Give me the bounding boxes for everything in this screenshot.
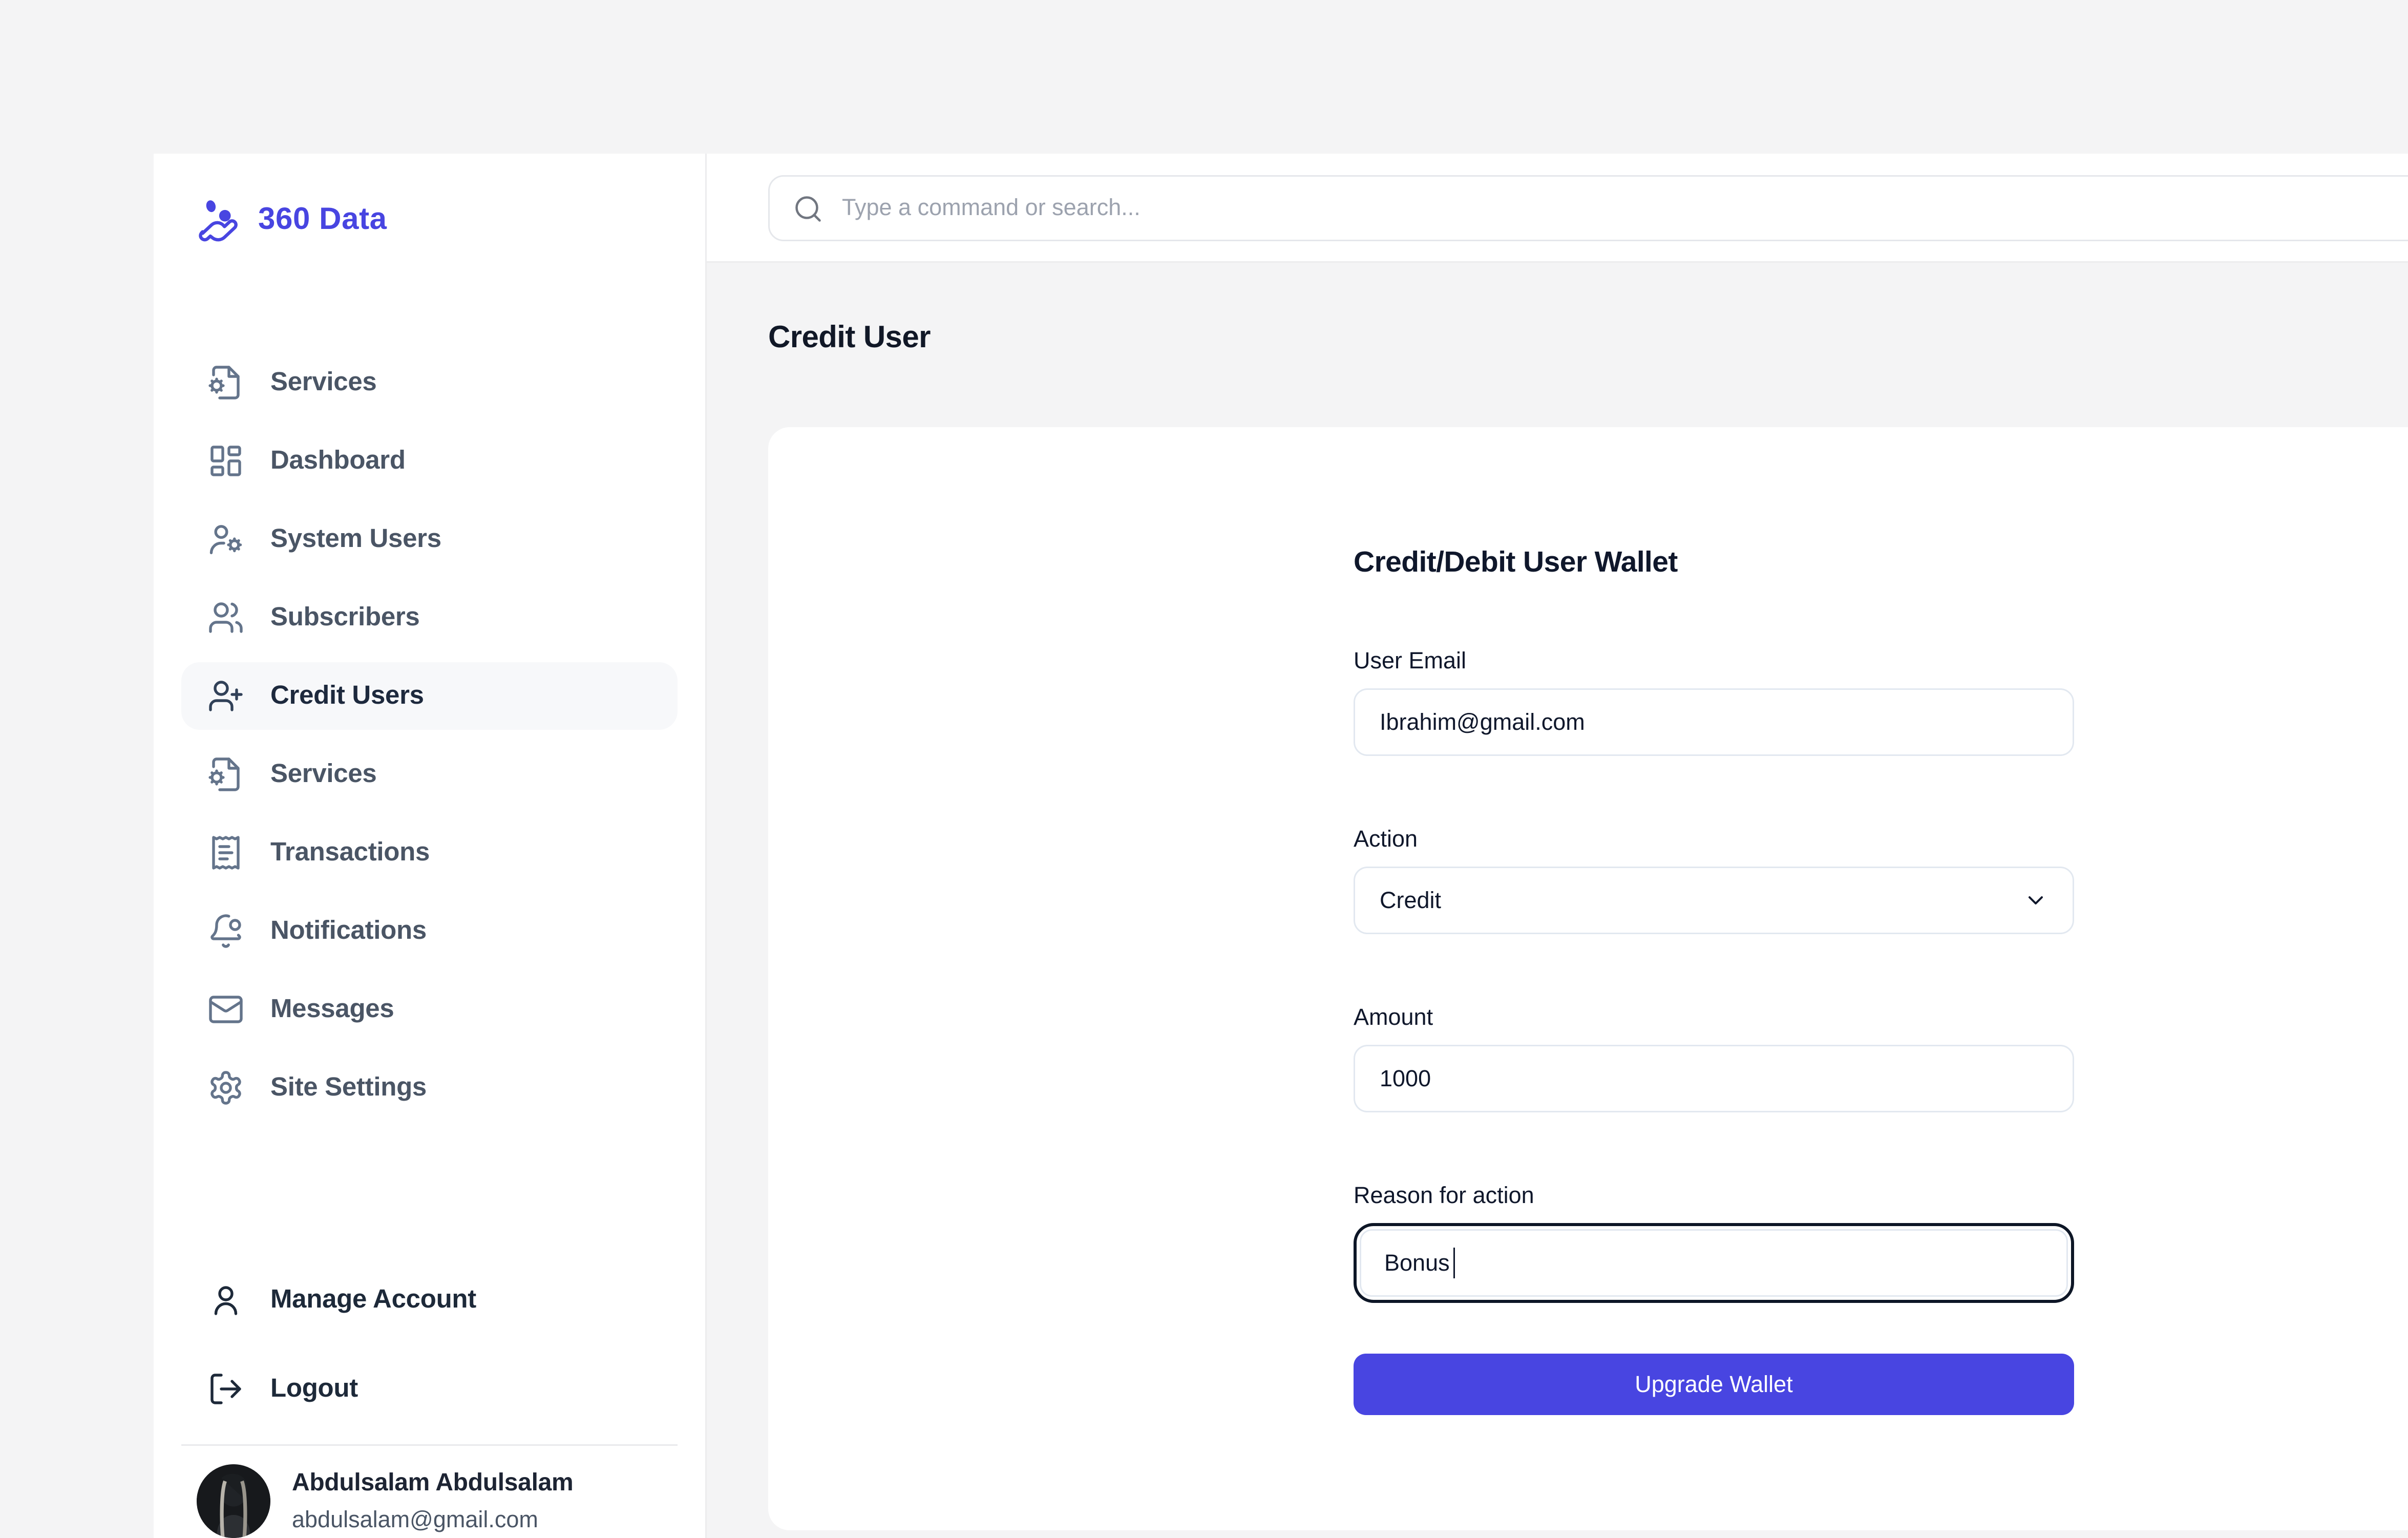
action-group: Action Credit (1354, 827, 2074, 934)
user-icon (207, 1281, 244, 1318)
avatar (197, 1464, 270, 1538)
sidebar-item-label: Manage Account (270, 1284, 476, 1314)
topbar (707, 154, 2408, 263)
amount-group: Amount (1354, 1005, 2074, 1112)
sidebar-item-subscribers[interactable]: Subscribers (181, 584, 678, 651)
action-select-value: Credit (1380, 887, 1442, 914)
action-select[interactable]: Credit (1354, 867, 2074, 934)
sidebar-divider (181, 1444, 678, 1446)
search-bar[interactable] (768, 175, 2408, 241)
sidebar: 360 Data Services Dashboard System Users (154, 154, 707, 1538)
app-frame: 360 Data Services Dashboard System Users (154, 154, 2408, 1538)
profile-name: Abdulsalam Abdulsalam (292, 1469, 574, 1496)
amount-label: Amount (1354, 1005, 1433, 1031)
sidebar-item-label: Site Settings (270, 1072, 427, 1102)
layout-dashboard-icon (207, 443, 244, 479)
sidebar-item-dashboard[interactable]: Dashboard (181, 427, 678, 495)
user-cog-icon (207, 521, 244, 558)
user-email-field[interactable] (1354, 688, 2074, 756)
sidebar-item-system-users[interactable]: System Users (181, 505, 678, 573)
sidebar-item-label: Transactions (270, 837, 430, 867)
sidebar-item-services[interactable]: Services (181, 349, 678, 416)
file-cog-icon (207, 756, 244, 793)
sidebar-item-label: Dashboard (270, 446, 406, 475)
search-icon (793, 193, 823, 224)
user-email-group: User Email (1354, 648, 2074, 756)
brand-name: 360 Data (258, 203, 387, 237)
logout-icon (207, 1371, 244, 1407)
upgrade-wallet-button[interactable]: Upgrade Wallet (1354, 1354, 2074, 1415)
wallet-form: Credit/Debit User Wallet User Email Acti… (1354, 427, 2074, 1415)
sidebar-item-label: Credit Users (270, 681, 424, 710)
sidebar-item-label: System Users (270, 524, 441, 553)
sidebar-footer: Manage Account Logout (181, 1266, 678, 1538)
amount-field[interactable] (1354, 1045, 2074, 1112)
user-profile[interactable]: Abdulsalam Abdulsalam abdulsalam@gmail.c… (181, 1464, 678, 1538)
reason-value: Bonus (1384, 1250, 1450, 1276)
brand: 360 Data (197, 197, 678, 244)
content-area: Credit User Credit/Debit User Wallet Use… (707, 263, 2408, 1538)
page-title: Credit User (768, 321, 931, 355)
sidebar-item-site-settings[interactable]: Site Settings (181, 1054, 678, 1122)
user-email-label: User Email (1354, 648, 1467, 675)
users-icon (207, 599, 244, 636)
sidebar-item-credit-users[interactable]: Credit Users (181, 662, 678, 730)
sidebar-nav: Services Dashboard System Users Subscrib… (181, 349, 678, 1132)
sidebar-item-label: Subscribers (270, 602, 420, 631)
search-input[interactable] (839, 194, 2408, 223)
sidebar-item-label: Services (270, 759, 377, 788)
text-caret (1452, 1248, 1455, 1278)
main-area: Credit User Credit/Debit User Wallet Use… (707, 154, 2408, 1538)
brand-logo-icon (197, 197, 244, 244)
bell-dot-icon (207, 913, 244, 950)
sidebar-item-services-2[interactable]: Services (181, 741, 678, 808)
sidebar-item-logout[interactable]: Logout (181, 1355, 678, 1423)
action-label: Action (1354, 827, 1418, 853)
reason-field[interactable]: Bonus (1360, 1229, 2068, 1297)
user-plus-icon (207, 678, 244, 714)
sidebar-item-label: Services (270, 367, 377, 396)
chevron-down-icon (2023, 888, 2048, 913)
sidebar-item-messages[interactable]: Messages (181, 976, 678, 1043)
sidebar-item-label: Notifications (270, 916, 427, 945)
mail-icon (207, 991, 244, 1028)
sidebar-item-manage-account[interactable]: Manage Account (181, 1266, 678, 1334)
profile-email: abdulsalam@gmail.com (292, 1506, 538, 1533)
profile-text: Abdulsalam Abdulsalam abdulsalam@gmail.c… (292, 1469, 574, 1533)
gear-icon (207, 1069, 244, 1106)
form-heading: Credit/Debit User Wallet (1354, 547, 1678, 579)
sidebar-item-transactions[interactable]: Transactions (181, 819, 678, 887)
credit-user-card: Credit/Debit User Wallet User Email Acti… (768, 427, 2408, 1530)
sidebar-item-notifications[interactable]: Notifications (181, 897, 678, 965)
receipt-icon (207, 834, 244, 871)
reason-group: Reason for action Bonus (1354, 1183, 2074, 1303)
reason-label: Reason for action (1354, 1183, 1534, 1209)
file-cog-icon (207, 364, 244, 401)
sidebar-item-label: Messages (270, 994, 394, 1023)
sidebar-item-label: Logout (270, 1374, 358, 1403)
reason-field-focus-ring: Bonus (1354, 1223, 2074, 1303)
